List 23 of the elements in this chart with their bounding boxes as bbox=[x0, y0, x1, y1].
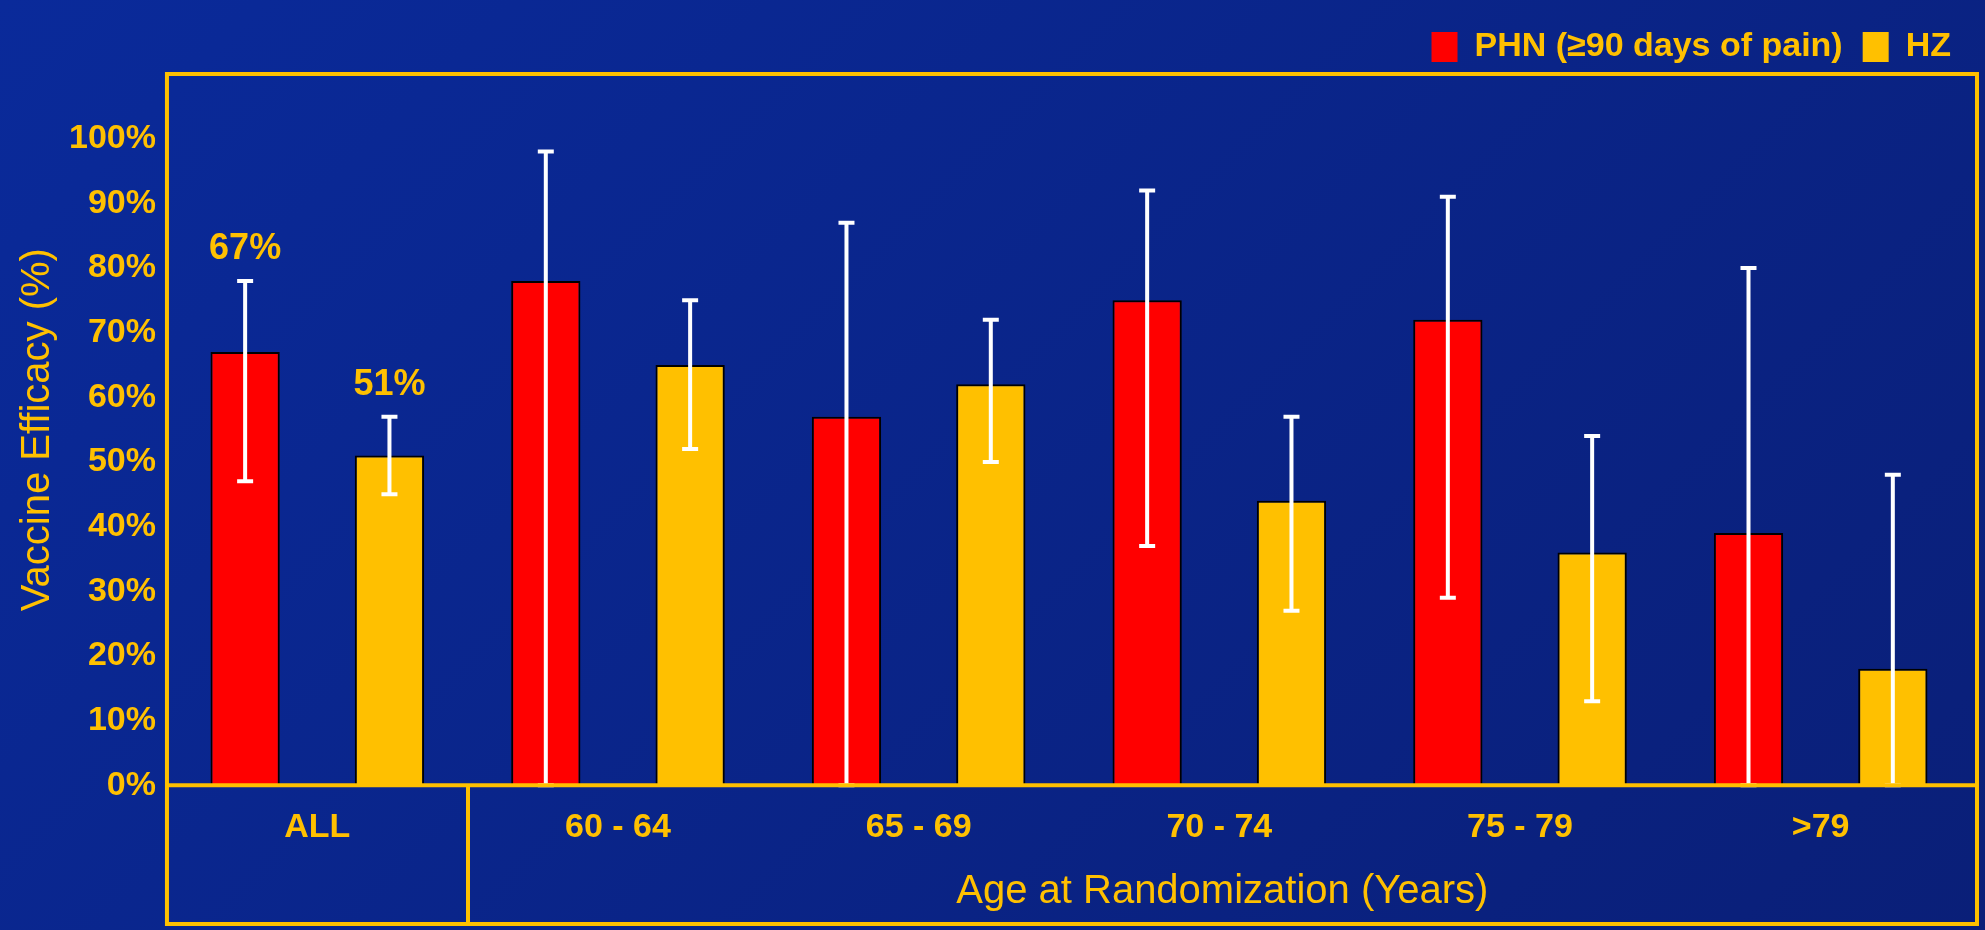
y-axis-title: Vaccine Efficacy (%) bbox=[13, 248, 58, 612]
x-tick-label: 60 - 64 bbox=[565, 805, 671, 844]
data-label: 67% bbox=[209, 225, 282, 267]
y-tick-label: 70% bbox=[87, 310, 156, 349]
x-axis-title: Age at Randomization (Years) bbox=[956, 867, 1489, 912]
y-tick-label: 10% bbox=[87, 698, 156, 737]
y-tick-label: 50% bbox=[87, 440, 156, 479]
y-tick-label: 40% bbox=[87, 504, 156, 543]
y-tick-label: 60% bbox=[87, 375, 156, 414]
x-tick-label: 70 - 74 bbox=[1166, 805, 1273, 844]
x-tick-label: 65 - 69 bbox=[865, 805, 972, 844]
legend-label: HZ bbox=[1905, 25, 1952, 64]
y-tick-label: 90% bbox=[87, 181, 156, 220]
y-tick-label: 20% bbox=[87, 634, 156, 673]
y-tick-label: 80% bbox=[87, 246, 156, 285]
x-tick-label: >79 bbox=[1791, 805, 1850, 844]
x-tick-label: 75 - 79 bbox=[1467, 805, 1573, 844]
data-label: 51% bbox=[353, 361, 426, 403]
y-tick-label: 100% bbox=[68, 117, 156, 156]
y-tick-label: 30% bbox=[87, 569, 156, 608]
x-tick-label: ALL bbox=[284, 805, 351, 844]
legend-label: PHN (≥90 days of pain) bbox=[1474, 25, 1843, 64]
y-tick-label: 0% bbox=[106, 763, 156, 802]
